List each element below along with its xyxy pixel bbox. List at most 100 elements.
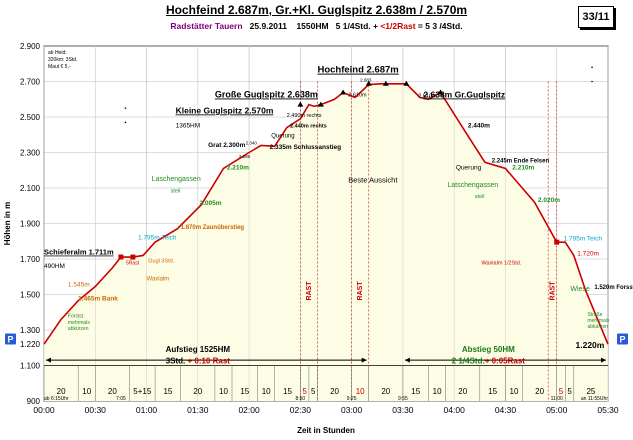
x-tick-label: 04:30 xyxy=(495,405,517,415)
y-tick-label: 2.300 xyxy=(20,149,41,158)
segment-label: 5 xyxy=(311,387,316,396)
segment-label: 15 xyxy=(163,387,172,396)
page-number-box: 33/11 xyxy=(578,6,614,28)
y-tick-label: 2.500 xyxy=(20,113,41,122)
x-tick-label: 00:00 xyxy=(33,405,55,415)
annotation-label: 2.683 xyxy=(360,78,372,83)
page-number: 33/11 xyxy=(582,11,610,23)
x-tick-label: 05:30 xyxy=(597,405,619,415)
summit-marker xyxy=(382,80,389,86)
annotation-label: Waxlalm xyxy=(147,276,170,282)
x-tick-label: 00:30 xyxy=(85,405,107,415)
x-tick-label: 02:30 xyxy=(290,405,312,415)
time-mark-label: ab 6:15Uhr xyxy=(44,396,69,402)
annotation-label: 2.340 xyxy=(246,141,258,146)
segment-label: 5 xyxy=(567,387,572,396)
segment-label: 20 xyxy=(108,387,117,396)
parking-sign xyxy=(5,333,16,345)
info-box-line: Maut € 5,- xyxy=(48,64,71,70)
info-box-line: ab Heid: xyxy=(48,50,67,56)
x-tick-label: 04:00 xyxy=(444,405,466,415)
annotation-label: abkürzen xyxy=(68,326,89,332)
annotation-label: 2.245m Ende Felsen xyxy=(492,158,550,164)
annotation-label: Kleine Guglspitz 2.570m xyxy=(176,105,274,115)
annotation-label: Laschengassen xyxy=(152,176,201,183)
annotation-label: steil xyxy=(475,194,485,200)
segment-label: 15 xyxy=(283,387,292,396)
parking-label: P xyxy=(7,335,13,345)
waypoint-marker xyxy=(554,239,560,245)
x-axis-label: Zeit in Stunden xyxy=(297,426,355,435)
segment-label: 15 xyxy=(411,387,420,396)
annotation-label: Forstst. xyxy=(68,314,85,320)
y-tick-label: 900 xyxy=(27,397,41,406)
header-title: Hochfeind 2.687m, Gr.+Kl. Guglspitz 2.63… xyxy=(0,3,633,17)
rast-label: RAST xyxy=(357,281,364,301)
annotation-label: Große Guglspitz 2.638m xyxy=(215,89,318,99)
rast-label: RAST xyxy=(306,281,313,301)
segment-label: 10 xyxy=(262,387,271,396)
time-mark-label: an 11:55Uhr xyxy=(581,396,608,402)
marker-dot xyxy=(124,121,127,124)
y-tick-label: 2.100 xyxy=(20,184,41,193)
x-tick-label: 01:30 xyxy=(187,405,209,415)
annotation-label: 2.440m xyxy=(468,123,490,130)
summit-marker xyxy=(297,101,304,107)
time-mark-label: 9:25 xyxy=(347,396,357,402)
annotation-label: 2.610m xyxy=(348,93,367,99)
annotation-label: Grat 2.300m xyxy=(208,142,245,149)
ascent-summary: Aufstieg 1525HM xyxy=(166,345,231,354)
annotation-label: Straße xyxy=(587,312,602,318)
x-tick-label: 05:00 xyxy=(546,405,568,415)
segment-label: 10 xyxy=(82,387,91,396)
annotation-label: Schieferalm 1.711m xyxy=(44,248,114,257)
subtitle-date: 25.9.2011 xyxy=(249,21,287,31)
annotation-label: Wiese xyxy=(570,286,590,293)
y-tick-label: 1.900 xyxy=(20,220,41,229)
summit-marker xyxy=(317,101,324,107)
segment-label: 20 xyxy=(193,387,202,396)
annotation-label: 1.545m xyxy=(68,282,90,289)
annotation-label: abkürzen xyxy=(587,324,608,330)
segment-label: 10 xyxy=(219,387,228,396)
segment-label: 5+15 xyxy=(133,387,152,396)
x-tick-label: 03:30 xyxy=(392,405,414,415)
ascent-arrowhead xyxy=(46,357,51,363)
annotation-label: 1.520m Forsstr. xyxy=(594,285,633,291)
segment-label: 20 xyxy=(535,387,544,396)
subtitle-region: Radstätter Tauern xyxy=(170,21,243,31)
segment-label: 20 xyxy=(57,387,66,396)
annotation-label: 1.465m Bank xyxy=(78,296,118,303)
annotation-label: 2.335m Schlussanstieg xyxy=(270,144,342,151)
y-tick-label: 1.100 xyxy=(20,362,41,371)
page-title: Hochfeind 2.687m, Gr.+Kl. Guglspitz 2.63… xyxy=(165,3,468,17)
annotation-label: 2.286 xyxy=(239,154,251,159)
annotation-label: 1.220m xyxy=(576,340,605,350)
rast-label: RAST xyxy=(549,281,556,301)
summit-marker xyxy=(365,80,372,86)
annotation-label: 1365HM xyxy=(176,123,201,130)
subtitle-hm: 1550HM xyxy=(296,21,329,31)
marker-dot xyxy=(591,66,593,69)
annotation-label: 2.210m xyxy=(227,164,249,171)
subtitle-total: = 5 3 /4Std. xyxy=(415,21,463,31)
segment-label: 15 xyxy=(240,387,249,396)
y-tick-label: 1.700 xyxy=(20,255,41,264)
summit-marker xyxy=(437,89,444,95)
parking-label: P xyxy=(619,335,625,345)
annotation-label: 490HM xyxy=(44,263,65,270)
summit-marker xyxy=(340,89,347,95)
segment-label: 20 xyxy=(458,387,467,396)
segment-label: 10 xyxy=(433,387,442,396)
annotation-label: steil xyxy=(170,188,180,194)
y-tick-label: 2.900 xyxy=(20,42,41,51)
segment-label: 10 xyxy=(510,387,519,396)
time-mark-label: 9:55 xyxy=(398,396,408,402)
summit-marker xyxy=(403,80,410,86)
header-subtitle: Radstätter Tauern 25.9.2011 1550HM 5 1/4… xyxy=(0,21,633,31)
descent-arrowhead xyxy=(404,357,410,363)
annotation-label: 1.795m Teich xyxy=(564,235,603,242)
segment-label: 15 xyxy=(488,387,497,396)
ascent-time: 3Std. + 0:10 Rast xyxy=(166,357,231,366)
y-tick-label: 1.220 xyxy=(20,340,41,349)
